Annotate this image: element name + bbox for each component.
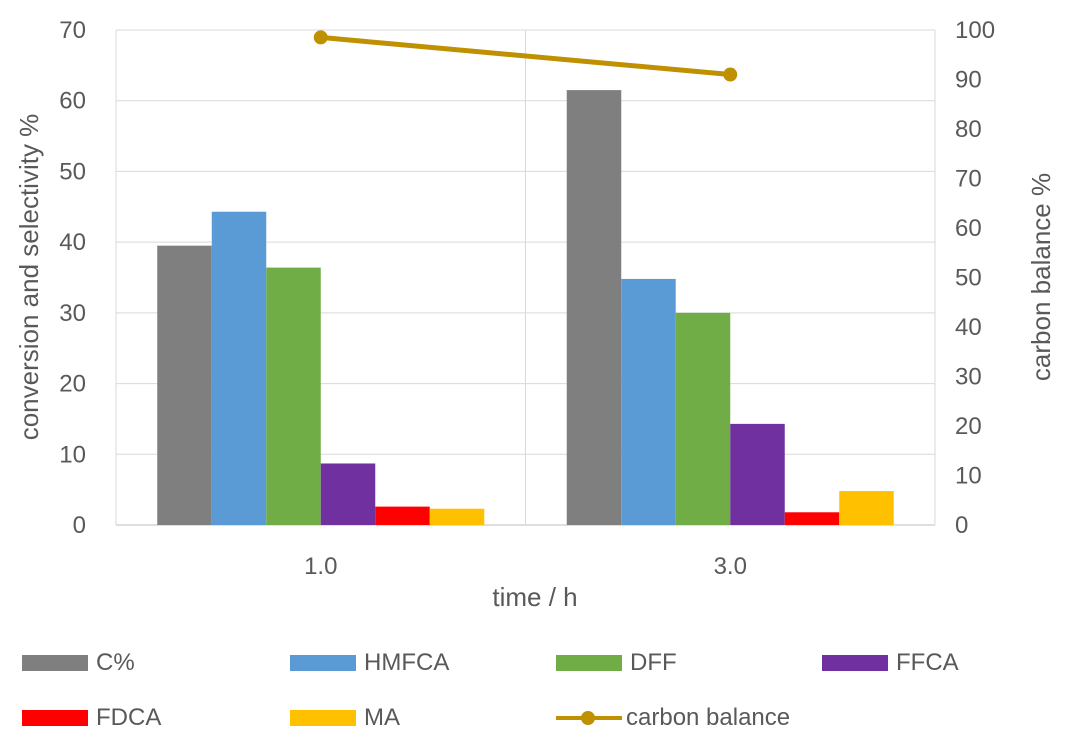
bar-hmfca-1.0 [211, 211, 267, 525]
bar-ma-3.0 [839, 491, 894, 525]
x-tick-label: 3.0 [714, 553, 747, 580]
y-tick-label: 50 [59, 158, 86, 185]
y2-tick-label: 100 [955, 17, 995, 44]
y-tick-label: 70 [59, 17, 86, 44]
bars [157, 90, 894, 525]
y2-axis-ticks: 0 10 20 30 40 50 60 70 80 90 100 [955, 17, 995, 539]
y-tick-label: 10 [59, 441, 86, 468]
carbon-balance-point-3.0 [723, 67, 738, 82]
y2-tick-label: 20 [955, 413, 982, 440]
y-tick-label: 30 [59, 300, 86, 327]
y2-tick-label: 70 [955, 166, 982, 193]
bar-dff-3.0 [675, 312, 731, 525]
x-axis-label: time / h [492, 582, 577, 612]
bar-fdca-1.0 [375, 506, 430, 525]
bar-ma-1.0 [429, 508, 485, 525]
y-axis-ticks: 0 10 20 30 40 50 60 70 [59, 17, 86, 539]
bar-fdca-3.0 [784, 512, 840, 525]
carbon-balance-line [320, 34, 731, 78]
bar-c-1.0 [157, 245, 212, 525]
x-tick-label: 1.0 [304, 553, 337, 580]
carbon-balance-series [313, 30, 738, 82]
y2-tick-label: 40 [955, 314, 982, 341]
y-tick-label: 0 [73, 512, 86, 539]
y2-axis-label: carbon balance % [1026, 173, 1056, 381]
bar-dff-1.0 [266, 267, 321, 525]
bar-ffca-1.0 [320, 463, 376, 525]
y-tick-label: 20 [59, 371, 86, 398]
y2-tick-label: 10 [955, 463, 982, 490]
bar-c-3.0 [566, 90, 622, 525]
y2-tick-label: 50 [955, 265, 982, 292]
y2-tick-label: 90 [955, 67, 982, 94]
y2-tick-label: 60 [955, 215, 982, 242]
carbon-balance-point-1.0 [313, 30, 328, 45]
y2-tick-label: 0 [955, 512, 968, 539]
bar-hmfca-3.0 [621, 278, 676, 525]
y-tick-label: 40 [59, 229, 86, 256]
y-axis-label: conversion and selectivity % [14, 114, 44, 441]
y2-tick-label: 30 [955, 364, 982, 391]
y2-tick-label: 80 [955, 116, 982, 143]
x-axis-ticks: 1.0 3.0 [304, 553, 747, 580]
bar-ffca-3.0 [730, 423, 785, 525]
y-tick-label: 60 [59, 88, 86, 115]
